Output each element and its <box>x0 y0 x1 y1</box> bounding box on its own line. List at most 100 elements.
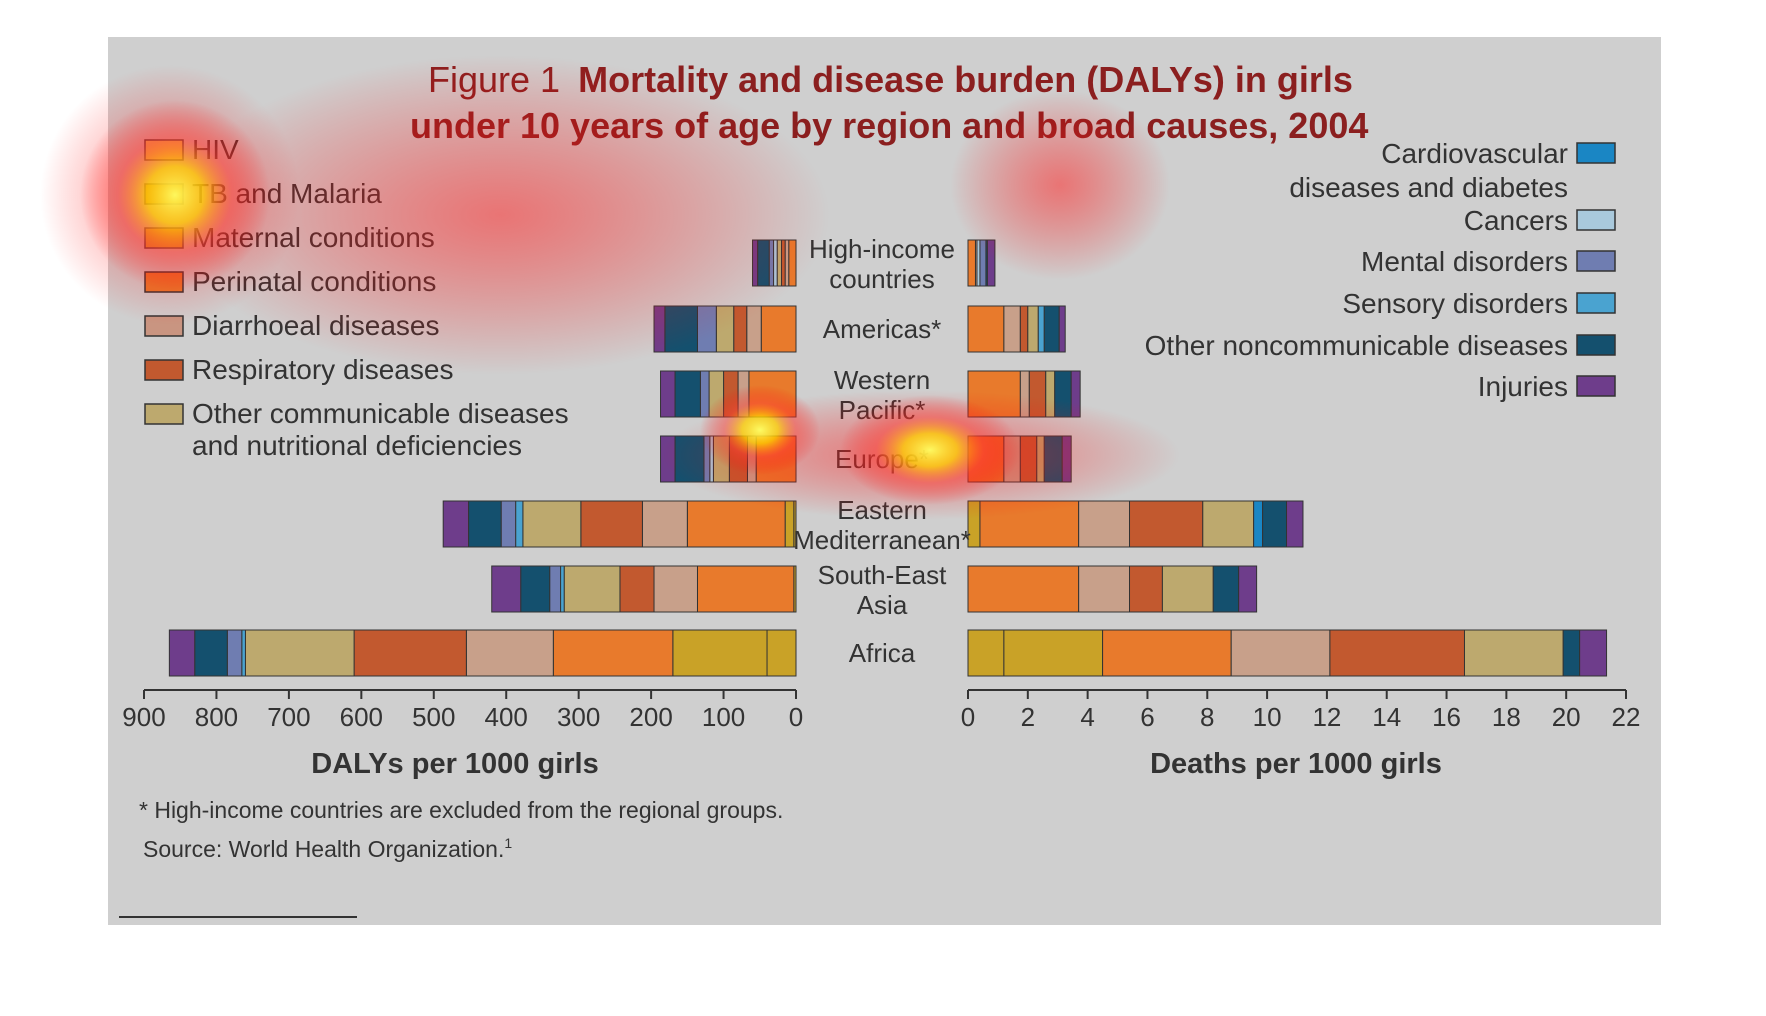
region-label: Africa <box>849 638 916 668</box>
dalys-segment <box>653 305 666 353</box>
legend-label: Cancers <box>1464 205 1568 236</box>
dalys-tick-label: 100 <box>702 702 745 732</box>
dalys-segment <box>442 500 470 548</box>
deaths-tick-label: 0 <box>961 702 975 732</box>
dalys-segment <box>708 370 725 418</box>
deaths-segment <box>1230 629 1331 677</box>
deaths-tick-label: 22 <box>1612 702 1641 732</box>
deaths-segment <box>986 239 996 287</box>
legend-label: Perinatal conditions <box>192 266 436 297</box>
dalys-segment <box>560 565 565 613</box>
legend-swatch <box>144 315 184 337</box>
legend-swatch <box>144 139 184 161</box>
dalys-segment <box>520 565 551 613</box>
deaths-segment <box>1043 435 1063 483</box>
region-label: High-income <box>809 234 955 264</box>
legend-label-line2: and nutritional deficiencies <box>192 430 522 461</box>
dalys-segment <box>686 500 786 548</box>
deaths-segment <box>979 239 987 287</box>
deaths-segment <box>1019 370 1030 418</box>
legend-left: HIV TB and Malaria Maternal conditions Peri… <box>144 134 569 461</box>
deaths-segment <box>1003 435 1021 483</box>
legend-swatch <box>1576 375 1616 397</box>
deaths-segment <box>1253 500 1264 548</box>
deaths-segment <box>1078 500 1131 548</box>
region-label-line2: Asia <box>857 590 908 620</box>
deaths-segment <box>1043 305 1060 353</box>
deaths-segment <box>1238 565 1258 613</box>
deaths-segment <box>1019 435 1038 483</box>
legend-swatch <box>144 183 184 205</box>
region-label: Americas* <box>823 314 941 344</box>
deaths-segment <box>1027 305 1039 353</box>
deaths-tick-label: 20 <box>1552 702 1581 732</box>
dalys-tick-label: 500 <box>412 702 455 732</box>
legend-label: Sensory disorders <box>1342 288 1568 319</box>
deaths-segment <box>1102 629 1232 677</box>
dalys-segment <box>784 239 790 287</box>
deaths-segment <box>1045 370 1056 418</box>
deaths-segment <box>1212 565 1240 613</box>
dalys-segment <box>699 370 710 418</box>
deaths-segment <box>967 435 1005 483</box>
deaths-tick-label: 16 <box>1432 702 1461 732</box>
deaths-tick-label: 8 <box>1200 702 1214 732</box>
chart-title: Figure 1 Mortality and disease burden (D… <box>410 59 1368 146</box>
dalys-segment <box>563 565 621 613</box>
dalys-segment <box>746 435 757 483</box>
deaths-segment <box>1054 370 1072 418</box>
deaths-axis-title: Deaths per 1000 girls <box>1150 748 1442 780</box>
deaths-segment <box>1003 305 1021 353</box>
legend-swatch <box>1576 250 1616 272</box>
region-label-line2: Mediterranean* <box>793 525 971 555</box>
deaths-segment <box>967 305 1005 353</box>
region-label: Eastern <box>837 495 927 525</box>
dalys-segment <box>653 565 698 613</box>
deaths-segment <box>1070 370 1081 418</box>
deaths-segment <box>1078 565 1131 613</box>
dalys-tick-label: 400 <box>485 702 528 732</box>
dalys-segment <box>468 500 502 548</box>
dalys-segment <box>712 435 730 483</box>
dalys-segment <box>465 629 554 677</box>
region-group: Africa <box>168 629 1608 677</box>
dalys-segment <box>752 239 759 287</box>
dalys-segment <box>549 565 562 613</box>
footnote: * High-income countries are excluded fro… <box>139 797 783 823</box>
dalys-segment <box>696 305 717 353</box>
deaths-segment <box>1061 435 1072 483</box>
dalys-segment <box>515 500 524 548</box>
dalys-segment <box>760 305 797 353</box>
dalys-segment <box>241 629 246 677</box>
deaths-segment <box>1329 629 1465 677</box>
deaths-segment <box>1202 500 1255 548</box>
dalys-segment <box>709 435 714 483</box>
region-label: Western <box>834 365 930 395</box>
legend-label: Other noncommunicable diseases <box>1145 330 1568 361</box>
dalys-segment <box>737 370 750 418</box>
legend-label: Cardiovascular <box>1381 138 1568 169</box>
dalys-segment <box>696 565 795 613</box>
legend-swatch <box>1576 292 1616 314</box>
deaths-segment <box>1058 305 1066 353</box>
dalys-segment <box>168 629 196 677</box>
deaths-segment <box>967 565 1080 613</box>
dalys-segment <box>703 435 711 483</box>
dalys-segment <box>660 435 676 483</box>
dalys-segment <box>580 500 643 548</box>
deaths-tick-label: 18 <box>1492 702 1521 732</box>
dalys-tick-label: 200 <box>629 702 672 732</box>
dalys-segment <box>674 435 705 483</box>
deaths-tick-label: 12 <box>1312 702 1341 732</box>
svg-text:Figure 1 Mortality and d: Figure 1 Mortality and disease burden (D… <box>428 59 1353 100</box>
deaths-segment <box>979 500 1080 548</box>
region-group: Europe* <box>660 435 1072 483</box>
deaths-segment <box>1463 629 1564 677</box>
deaths-segment <box>1579 629 1608 677</box>
deaths-segment <box>1129 500 1204 548</box>
deaths-segment <box>1562 629 1581 677</box>
